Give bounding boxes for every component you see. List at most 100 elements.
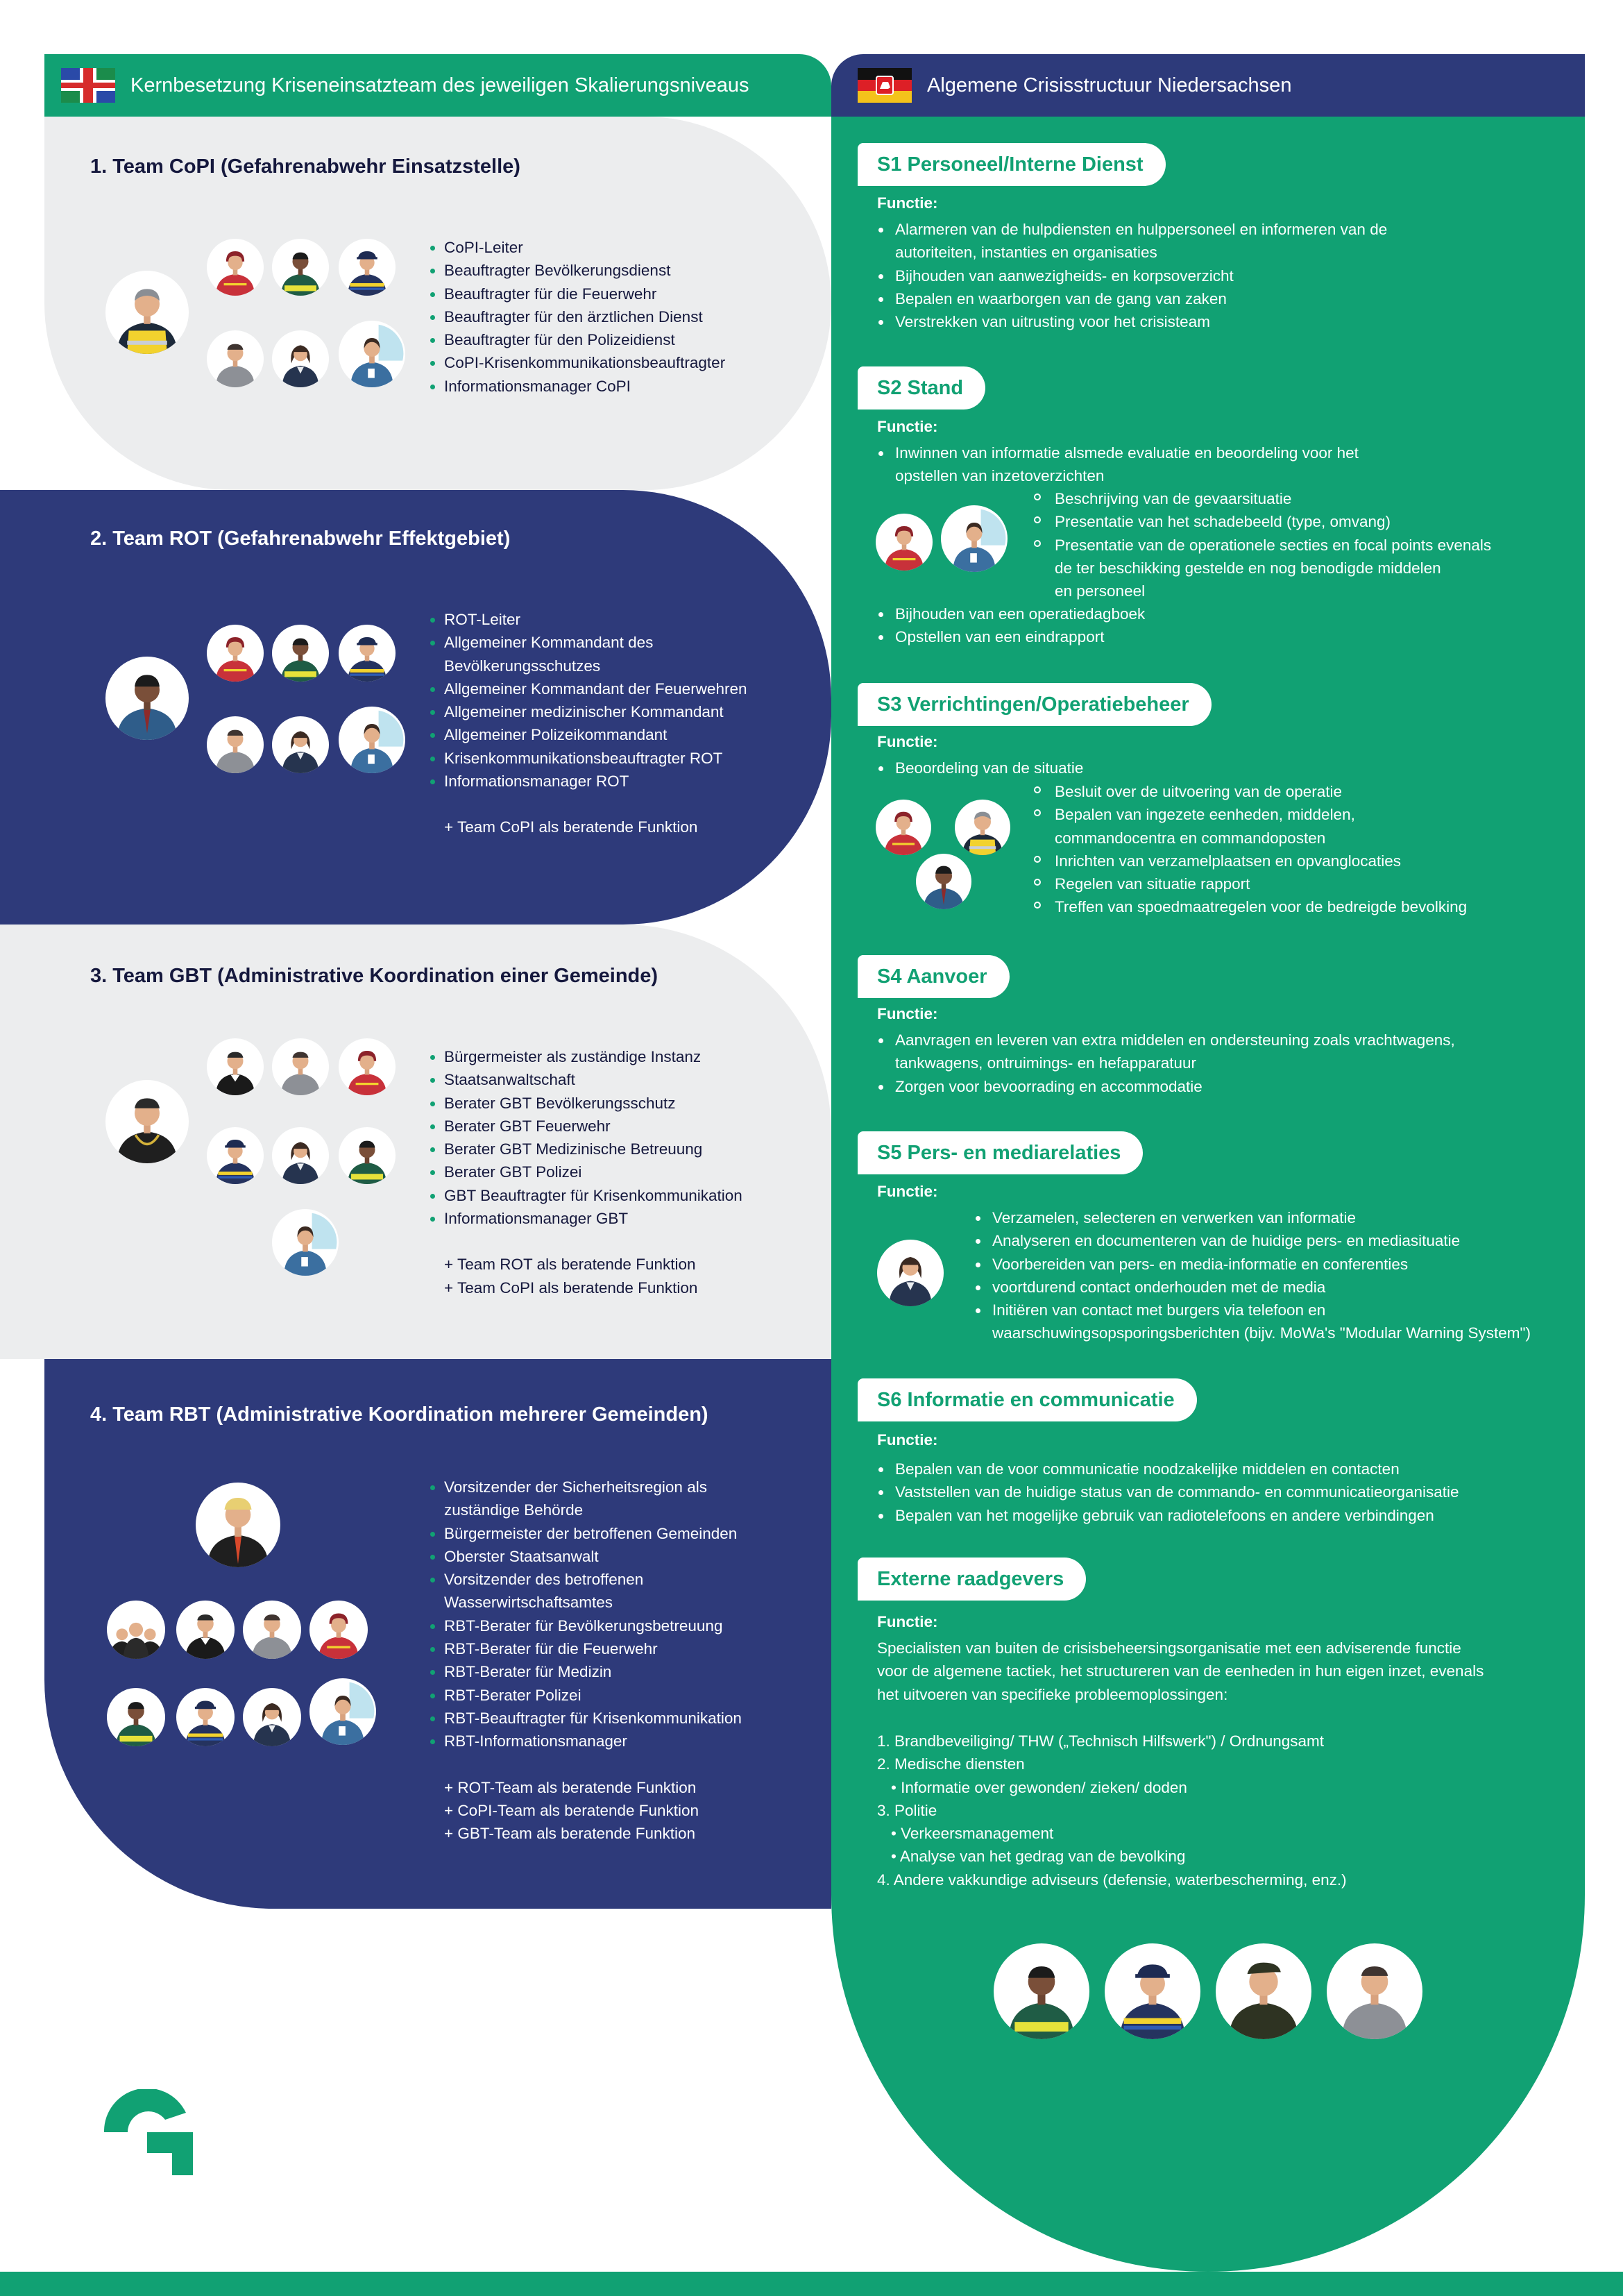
function-item: Inwinnen van informatie alsmede evaluati… xyxy=(877,441,1359,464)
role-item: RBT-Berater für die Feuerwehr xyxy=(430,1637,742,1660)
leader-avatar xyxy=(105,657,189,740)
function-item: Bijhouden van aanwezigheids- en korpsove… xyxy=(877,264,1387,287)
role-item: Informationsmanager GBT xyxy=(430,1207,742,1230)
advisor-item: 3. Politie xyxy=(877,1801,937,1819)
function-item: Zorgen voor bevoorrading en accommodatie xyxy=(877,1075,1455,1098)
leader-avatar xyxy=(105,271,189,354)
function-label: Functie: xyxy=(877,194,938,212)
function-item-continued: waarschuwingsopsporingsberichten (bijv. … xyxy=(992,1324,1531,1342)
role-item: Beauftragter für den Polizeidienst xyxy=(430,328,725,351)
role-item: Informationsmanager CoPI xyxy=(430,375,725,398)
advisor-subitem: • Verkeersmanagement xyxy=(891,1825,1054,1843)
team-rbt-panel xyxy=(44,1359,831,1909)
function-label: Functie: xyxy=(877,1613,938,1630)
header-right-title: Algemene Crisisstructuur Niedersachsen xyxy=(927,74,1292,96)
advisor-item: 1. Brandbeveiliging/ THW („Technisch Hil… xyxy=(877,1732,1325,1750)
section-s5-content: Verzamelen, selecteren en verwerken van … xyxy=(974,1206,1531,1345)
role-item: RBT-Berater für Medizin xyxy=(430,1660,742,1683)
sub-item: Inrichten van verzamelplaatsen en opvang… xyxy=(1033,850,1467,872)
function-item: Analyseren en documenteren van de huidig… xyxy=(974,1229,1531,1252)
information-manager-avatar xyxy=(339,321,405,387)
role-item: RBT-Berater Polizei xyxy=(430,1684,742,1707)
company-logo-icon xyxy=(103,2088,194,2177)
function-item-continued: autoriteiten, instanties en organisaties xyxy=(895,244,1157,262)
role-item: Oberster Staatsanwalt xyxy=(430,1545,742,1568)
sub-item-continued: en personeel xyxy=(1055,582,1146,600)
intro-line: het uitvoeren van specifieke probleemopl… xyxy=(877,1685,1228,1703)
function-item: Aanvragen en leveren van extra middelen … xyxy=(877,1029,1455,1052)
communication-avatar xyxy=(243,1688,301,1746)
role-item: Vorsitzender des betroffenen xyxy=(430,1568,742,1591)
civil-protection-avatar xyxy=(107,1688,165,1746)
external-advisors-intro: Specialisten van buiten de crisisbeheers… xyxy=(877,1637,1484,1706)
section-s1-tab: S1 Personeel/Interne Dienst xyxy=(858,143,1166,186)
sub-item: Regelen van situatie rapport xyxy=(1033,872,1467,895)
function-item: Verstrekken van uitrusting voor het cris… xyxy=(877,310,1387,333)
firefighter-avatar xyxy=(207,625,264,682)
section-s2-tab: S2 Stand xyxy=(858,366,986,410)
section-s6-content: Bepalen van de voor communicatie noodzak… xyxy=(877,1458,1459,1527)
role-item: GBT Beauftragter für Krisenkommunikation xyxy=(430,1184,742,1207)
section-s6-tab: S6 Informatie en communicatie xyxy=(858,1378,1197,1421)
function-item-continued: opstellen van inzetoverzichten xyxy=(895,467,1105,485)
role-item: Berater GBT Polizei xyxy=(430,1160,742,1183)
role-item: Berater GBT Bevölkerungsschutz xyxy=(430,1092,742,1115)
advisor-subitem: • Analyse van het gedrag van de bevolkin… xyxy=(891,1848,1186,1866)
header-left: Kernbesetzung Kriseneinsatzteam des jewe… xyxy=(44,54,831,117)
prosecutor-avatar xyxy=(176,1601,235,1659)
crisis-structure-panel xyxy=(831,117,1585,2272)
section-s4-tab: S4 Aanvoer xyxy=(858,955,1010,998)
section-s5-tab: S5 Pers- en mediarelaties xyxy=(858,1131,1144,1174)
role-item: Allgemeiner Polizeikommandant xyxy=(430,723,747,746)
police-avatar xyxy=(1105,1943,1200,2039)
function-label: Functie: xyxy=(877,1005,938,1022)
role-item: CoPI-Leiter xyxy=(430,236,725,259)
external-advisors-tab: Externe raadgevers xyxy=(858,1558,1087,1601)
sub-item: Presentatie van het schadebeeld (type, o… xyxy=(1033,510,1491,533)
communication-avatar xyxy=(272,330,329,387)
sub-item: Treffen van spoedmaatregelen voor de bed… xyxy=(1033,895,1467,918)
role-item: Berater GBT Medizinische Betreuung xyxy=(430,1138,742,1160)
role-item: RBT-Beauftragter für Krisenkommunikation xyxy=(430,1707,742,1730)
medic-avatar xyxy=(339,1127,396,1184)
medic-avatar xyxy=(207,330,264,387)
sub-item: Besluit over de uitvoering van de operat… xyxy=(1033,780,1467,803)
commander-avatar xyxy=(916,854,971,909)
role-item: Beauftragter für den ärztlichen Dienst xyxy=(430,305,725,328)
role-item-continued: Wasserwirtschaftsamtes xyxy=(444,1594,613,1612)
firefighter-avatar xyxy=(207,239,264,296)
function-item: Alarmeren van de hulpdiensten en hulpper… xyxy=(877,218,1387,241)
role-item: RBT-Informationsmanager xyxy=(430,1730,742,1753)
firefighter-avatar xyxy=(876,514,933,571)
role-item: Beauftragter Bevölkerungsdienst xyxy=(430,259,725,282)
team-gbt-roles: Bürgermeister als zuständige Instanz Sta… xyxy=(430,1045,742,1299)
function-item: Verzamelen, selecteren en verwerken van … xyxy=(974,1206,1531,1229)
role-item: Bürgermeister als zuständige Instanz xyxy=(430,1045,742,1068)
team-rbt-roles: Vorsitzender der Sicherheitsregion als z… xyxy=(430,1476,742,1845)
police-avatar xyxy=(339,625,396,682)
niedersachsen-flag-icon xyxy=(858,68,912,103)
team-copi-title: 1. Team CoPI (Gefahrenabwehr Einsatzstel… xyxy=(90,155,520,178)
communication-avatar xyxy=(272,716,329,773)
function-label: Functie: xyxy=(877,1431,938,1449)
information-manager-avatar xyxy=(339,707,405,773)
civil-protection-avatar xyxy=(272,239,329,296)
role-item-continued: Bevölkerungsschutzes xyxy=(444,657,601,675)
advisor-item: 4. Andere vakkundige adviseurs (defensie… xyxy=(877,1871,1347,1889)
section-s2-subitems: Beschrijving van de gevaarsituatie Prese… xyxy=(1033,487,1491,602)
police-avatar xyxy=(176,1688,235,1746)
section-s1-content: Alarmeren van de hulpdiensten en hulpper… xyxy=(877,218,1387,333)
function-label: Functie: xyxy=(877,418,938,435)
information-manager-avatar xyxy=(309,1678,376,1745)
firefighter-avatar xyxy=(309,1601,368,1659)
function-item: Bepalen van het mogelijke gebruik van ra… xyxy=(877,1504,1459,1527)
function-item-continued: tankwagens, ontruimings- en hefapparatuu… xyxy=(895,1054,1197,1072)
function-item: Voorbereiden van pers- en media-informat… xyxy=(974,1253,1531,1276)
spacer xyxy=(430,1753,742,1776)
advisory-team: + Team CoPI als beratende Funktion xyxy=(444,1278,698,1297)
spacer xyxy=(430,1230,742,1253)
advisory-team: + CoPI-Team als beratende Funktion xyxy=(444,1801,699,1819)
advisory-team: + ROT-Team als beratende Funktion xyxy=(444,1778,697,1796)
section-s2-content: Inwinnen van informatie alsmede evaluati… xyxy=(877,441,1359,488)
function-label: Functie: xyxy=(877,733,938,750)
